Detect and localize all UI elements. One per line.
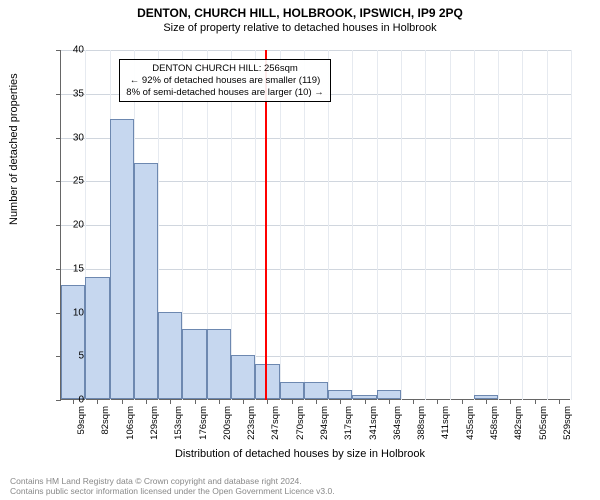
xtick-mark xyxy=(365,399,366,404)
xtick-label: 505sqm xyxy=(538,406,549,440)
reference-line xyxy=(265,50,267,400)
histogram-bar xyxy=(182,329,206,399)
xtick-label: 247sqm xyxy=(270,406,281,440)
gridline-v xyxy=(377,50,378,400)
xtick-label: 223sqm xyxy=(246,406,257,440)
histogram-bar xyxy=(134,163,158,399)
ytick-label: 20 xyxy=(54,220,84,231)
xtick-mark xyxy=(146,399,147,404)
xtick-mark xyxy=(413,399,414,404)
ytick-label: 0 xyxy=(54,395,84,406)
gridline-v xyxy=(255,50,256,400)
xtick-mark xyxy=(195,399,196,404)
gridline-v xyxy=(522,50,523,400)
gridline-v xyxy=(450,50,451,400)
xtick-mark xyxy=(122,399,123,404)
ytick-label: 35 xyxy=(54,88,84,99)
gridline-v xyxy=(571,50,572,400)
xtick-mark xyxy=(292,399,293,404)
plot-box: 59sqm82sqm106sqm129sqm153sqm176sqm200sqm… xyxy=(60,50,570,400)
xtick-mark xyxy=(219,399,220,404)
gridline-v xyxy=(280,50,281,400)
y-axis-label: Number of detached properties xyxy=(8,73,20,225)
xtick-label: 317sqm xyxy=(343,406,354,440)
gridline-v xyxy=(498,50,499,400)
xtick-mark xyxy=(437,399,438,404)
annotation-line: ← 92% of detached houses are smaller (11… xyxy=(126,75,324,87)
footer-line-2: Contains public sector information licen… xyxy=(10,486,335,496)
xtick-label: 59sqm xyxy=(76,406,87,435)
annotation-box: DENTON CHURCH HILL: 256sqm← 92% of detac… xyxy=(119,59,331,103)
xtick-mark xyxy=(510,399,511,404)
ytick-label: 30 xyxy=(54,132,84,143)
x-axis-label: Distribution of detached houses by size … xyxy=(0,448,600,460)
xtick-label: 411sqm xyxy=(440,406,451,439)
xtick-label: 482sqm xyxy=(513,406,524,440)
histogram-bar xyxy=(304,382,328,400)
xtick-mark xyxy=(389,399,390,404)
histogram-bar xyxy=(377,390,401,399)
xtick-mark xyxy=(316,399,317,404)
histogram-bar xyxy=(280,382,304,400)
histogram-bar xyxy=(207,329,231,399)
xtick-label: 270sqm xyxy=(295,406,306,440)
ytick-label: 15 xyxy=(54,263,84,274)
xtick-label: 529sqm xyxy=(562,406,573,440)
xtick-label: 364sqm xyxy=(392,406,403,440)
xtick-mark xyxy=(486,399,487,404)
footer-attribution: Contains HM Land Registry data © Crown c… xyxy=(10,476,335,496)
xtick-label: 106sqm xyxy=(125,406,136,440)
xtick-label: 294sqm xyxy=(319,406,330,440)
gridline-h xyxy=(61,50,571,51)
plot-area: 59sqm82sqm106sqm129sqm153sqm176sqm200sqm… xyxy=(60,50,570,400)
gridline-v xyxy=(425,50,426,400)
gridline-v xyxy=(304,50,305,400)
chart-subtitle: Size of property relative to detached ho… xyxy=(0,20,600,34)
ytick-label: 10 xyxy=(54,307,84,318)
xtick-mark xyxy=(97,399,98,404)
gridline-v xyxy=(547,50,548,400)
ytick-label: 25 xyxy=(54,176,84,187)
xtick-label: 200sqm xyxy=(222,406,233,440)
xtick-label: 176sqm xyxy=(198,406,209,440)
gridline-v xyxy=(401,50,402,400)
annotation-line: DENTON CHURCH HILL: 256sqm xyxy=(126,63,324,75)
histogram-bar xyxy=(85,277,109,400)
chart-title: DENTON, CHURCH HILL, HOLBROOK, IPSWICH, … xyxy=(0,0,600,20)
gridline-v xyxy=(231,50,232,400)
xtick-label: 82sqm xyxy=(100,406,111,435)
histogram-bar xyxy=(231,355,255,399)
gridline-v xyxy=(328,50,329,400)
histogram-bar xyxy=(158,312,182,400)
footer-line-1: Contains HM Land Registry data © Crown c… xyxy=(10,476,335,486)
xtick-mark xyxy=(170,399,171,404)
xtick-label: 458sqm xyxy=(489,406,500,440)
xtick-mark xyxy=(535,399,536,404)
xtick-label: 388sqm xyxy=(416,406,427,440)
xtick-mark xyxy=(462,399,463,404)
gridline-v xyxy=(474,50,475,400)
xtick-label: 435sqm xyxy=(465,406,476,440)
gridline-v xyxy=(352,50,353,400)
xtick-label: 341sqm xyxy=(368,406,379,440)
xtick-mark xyxy=(559,399,560,404)
histogram-bar xyxy=(110,119,134,399)
histogram-bar xyxy=(328,390,352,399)
chart-container: DENTON, CHURCH HILL, HOLBROOK, IPSWICH, … xyxy=(0,0,600,500)
gridline-h xyxy=(61,138,571,139)
xtick-label: 153sqm xyxy=(173,406,184,440)
annotation-line: 8% of semi-detached houses are larger (1… xyxy=(126,87,324,99)
xtick-mark xyxy=(267,399,268,404)
xtick-mark xyxy=(340,399,341,404)
xtick-label: 129sqm xyxy=(149,406,160,440)
histogram-bar xyxy=(61,285,85,399)
xtick-mark xyxy=(243,399,244,404)
ytick-label: 5 xyxy=(54,351,84,362)
histogram-bar xyxy=(255,364,279,399)
ytick-label: 40 xyxy=(54,45,84,56)
